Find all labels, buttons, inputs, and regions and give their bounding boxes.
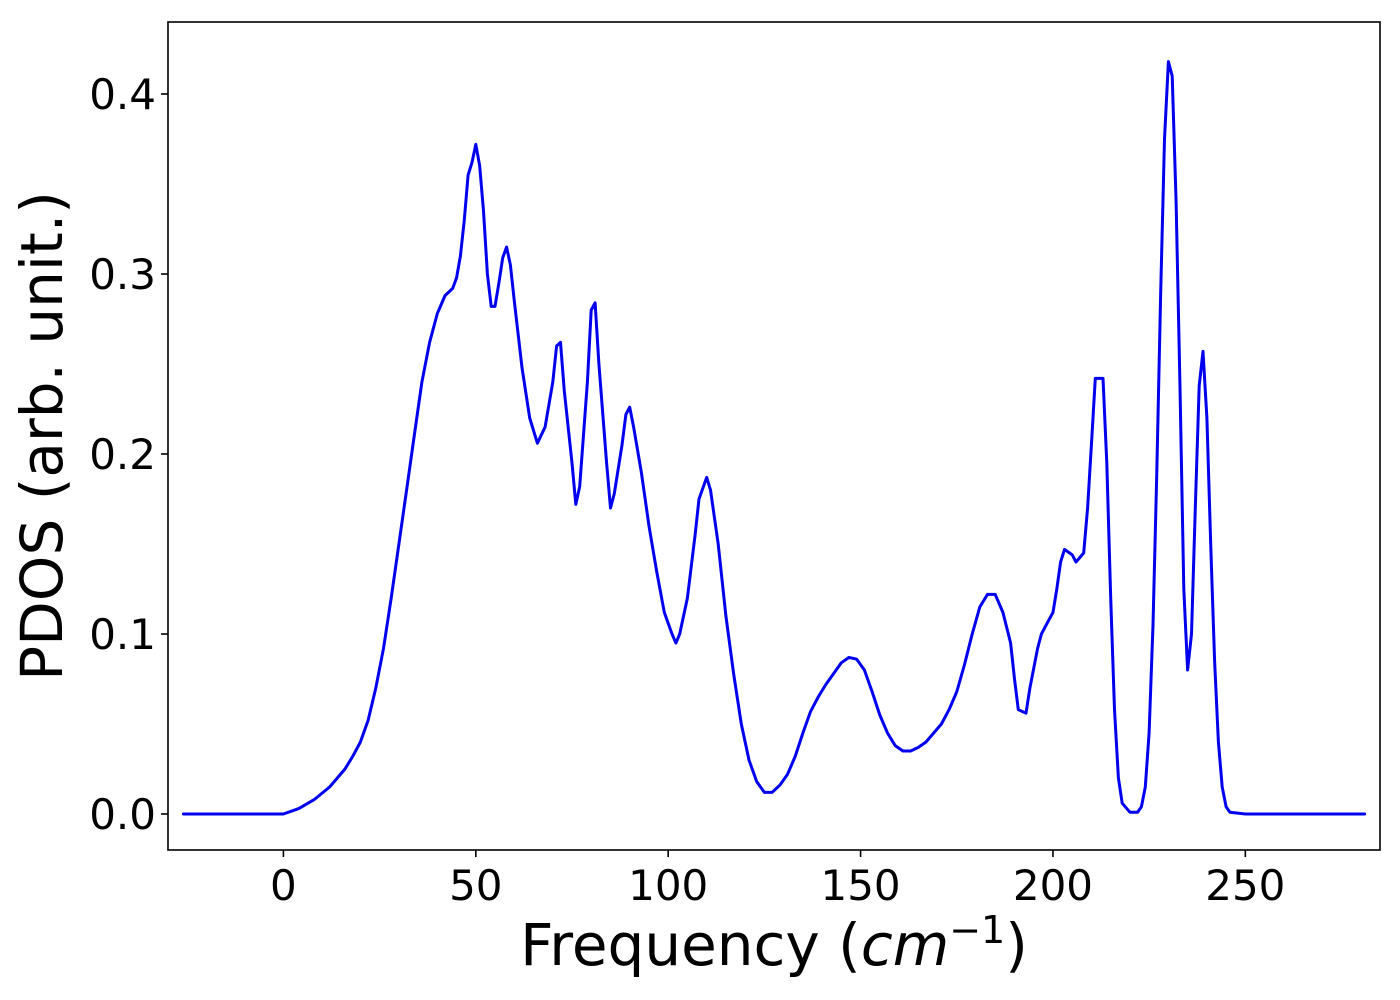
x-axis: 0 50 100 150 200 250	[270, 850, 1285, 910]
y-tick-label: 0.1	[89, 610, 156, 659]
pdos-series-line	[181, 60, 1367, 816]
x-tick-label: 100	[628, 861, 708, 910]
x-axis-unit-exponent: −1	[949, 908, 1005, 952]
x-axis-label: Frequency (cm−1)	[520, 908, 1028, 979]
x-tick-label: 0	[270, 861, 297, 910]
x-axis-unit: cm	[861, 911, 949, 979]
plot-area	[167, 21, 1381, 851]
x-tick-label: 250	[1205, 861, 1285, 910]
x-tick-label: 150	[820, 861, 900, 910]
x-tick-label: 200	[1013, 861, 1093, 910]
y-axis: 0.0 0.1 0.2 0.3 0.4	[89, 70, 168, 839]
y-tick-label: 0.0	[89, 790, 156, 839]
y-tick-label: 0.3	[89, 250, 156, 299]
y-axis-label: PDOS (arb. unit.)	[8, 191, 76, 681]
x-tick-label: 50	[449, 861, 502, 910]
y-tick-label: 0.4	[89, 70, 156, 119]
y-tick-label: 0.2	[89, 430, 156, 479]
